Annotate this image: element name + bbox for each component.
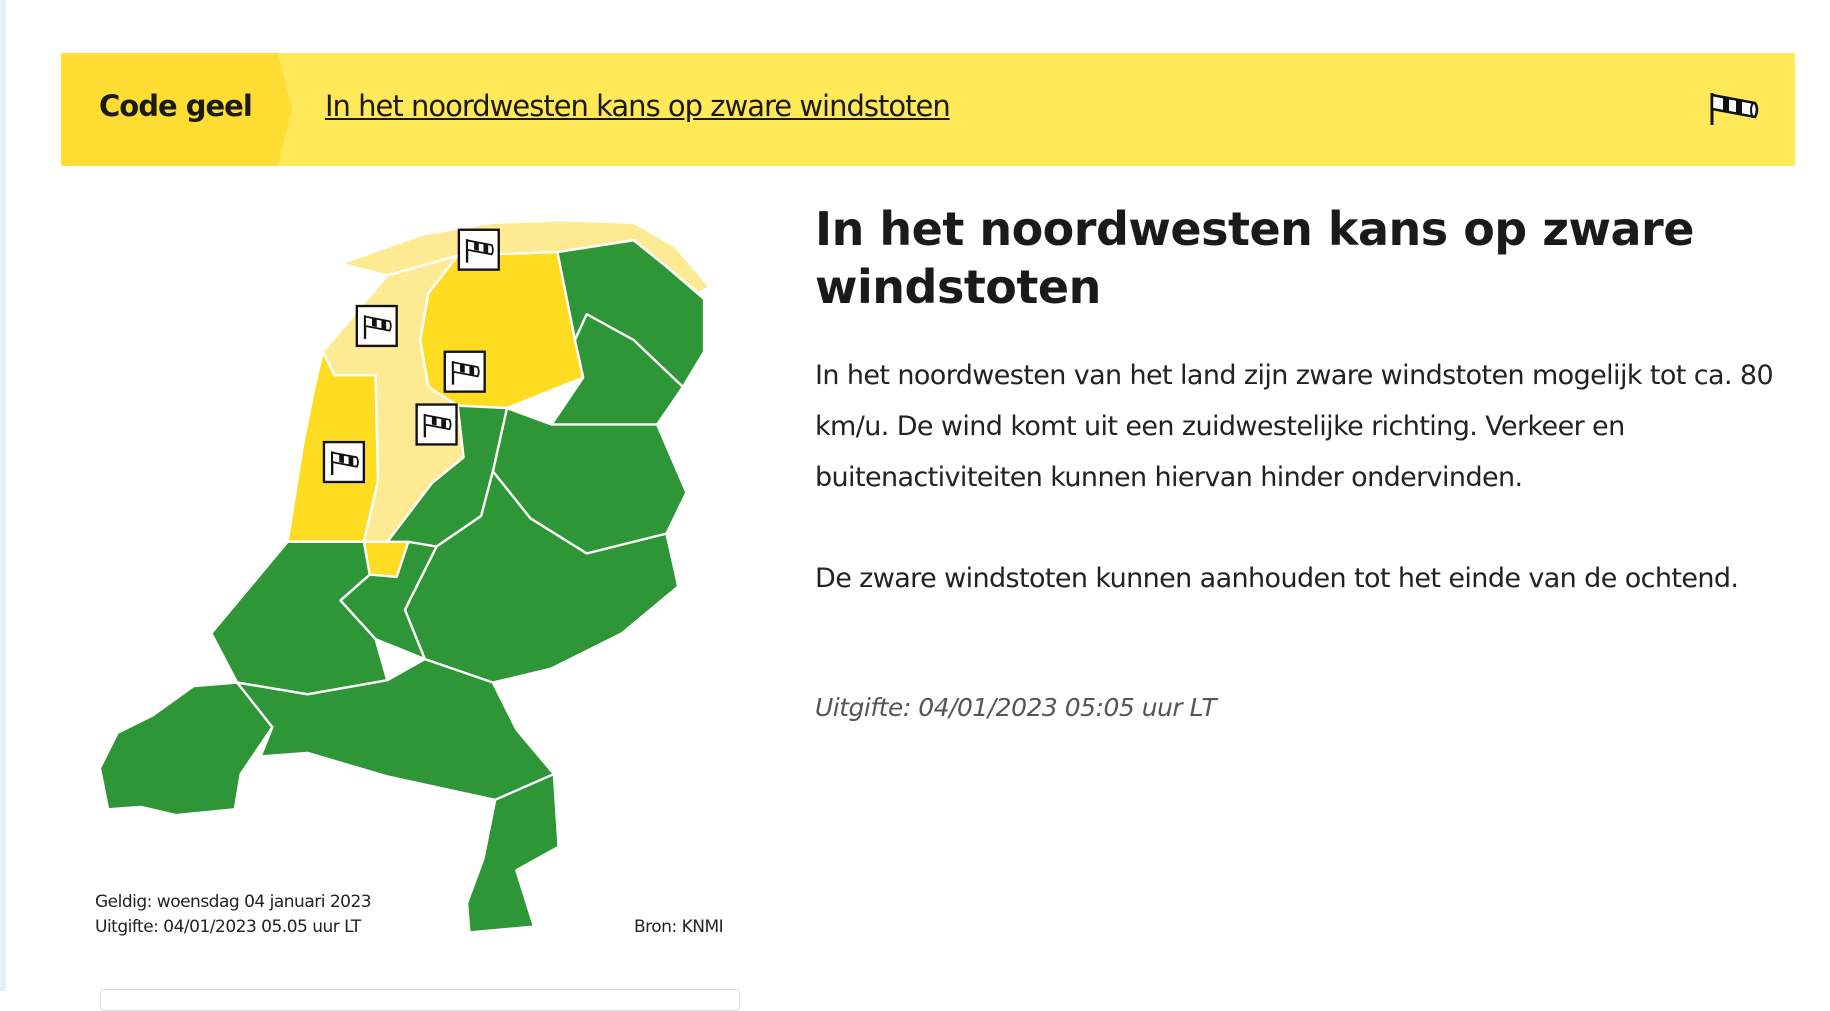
windsock-icon bbox=[1710, 93, 1759, 125]
region-zeeland bbox=[98, 681, 274, 817]
article-issued-time: Uitgifte: 04/01/2023 05:05 uur LT bbox=[815, 693, 1217, 722]
warning-headline-link[interactable]: In het noordwesten kans op zware windsto… bbox=[325, 89, 951, 123]
region-limburg bbox=[465, 772, 560, 934]
article-paragraph: In het noordwesten van het land zijn zwa… bbox=[815, 360, 1774, 493]
map-source: Bron: KNMI bbox=[634, 917, 724, 937]
article-paragraph: De zware windstoten kunnen aanhouden tot… bbox=[815, 563, 1739, 594]
windsock-icon bbox=[457, 228, 500, 271]
warning-level-badge: Code geel bbox=[61, 53, 292, 166]
windsock-icon bbox=[355, 304, 398, 348]
windsock-icon bbox=[443, 350, 486, 393]
warning-banner[interactable]: Code geel In het noordwesten kans op zwa… bbox=[61, 53, 1795, 166]
map-warning-icons bbox=[322, 228, 500, 484]
map-valid-date: Geldig: woensdag 04 januari 2023 bbox=[95, 892, 372, 912]
map-issued-time: Uitgifte: 04/01/2023 05.05 uur LT bbox=[95, 917, 361, 937]
page-edge bbox=[0, 0, 6, 991]
next-card bbox=[100, 989, 740, 1011]
windsock-icon bbox=[415, 403, 458, 446]
map-legend: Geldig: woensdag 04 januari 2023 Uitgift… bbox=[95, 890, 372, 940]
article-body: In het noordwesten van het land zijn zwa… bbox=[815, 350, 1805, 654]
windsock-icon bbox=[322, 440, 366, 484]
article-title: In het noordwesten kans op zware windsto… bbox=[815, 202, 1694, 314]
warning-map bbox=[98, 219, 712, 934]
region-drenthe bbox=[550, 313, 685, 426]
warning-level-label: Code geel bbox=[99, 89, 253, 123]
